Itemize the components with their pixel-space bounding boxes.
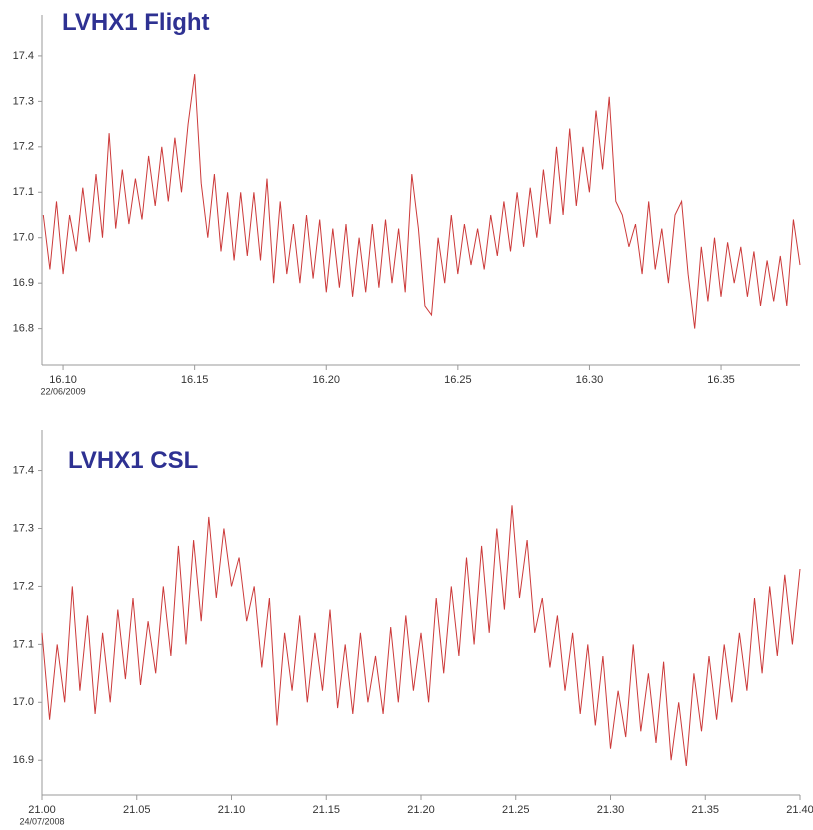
x-tick-label: 21.30 [597, 804, 625, 816]
data-line [41, 505, 801, 767]
x-tick-label: 21.10 [218, 804, 246, 816]
x-tick-label: 21.35 [691, 804, 719, 816]
y-tick-label: 16.8 [13, 323, 34, 335]
y-tick-label: 17.1 [13, 638, 34, 650]
x-tick-label: 16.10 [49, 374, 77, 386]
date-label: 22/06/2009 [41, 386, 86, 396]
y-tick-label: 17.0 [13, 232, 34, 244]
x-tick-label: 16.35 [707, 374, 735, 386]
chart-title: LVHX1 CSL [68, 447, 198, 474]
y-tick-label: 17.2 [13, 141, 34, 153]
x-tick-label: 21.00 [28, 804, 56, 816]
x-tick-label: 16.20 [312, 374, 340, 386]
y-tick-label: 16.9 [13, 277, 34, 289]
x-tick-label: 21.20 [407, 804, 435, 816]
x-tick-label: 16.30 [576, 374, 604, 386]
y-tick-label: 17.4 [13, 50, 34, 62]
date-label: 24/07/2008 [19, 816, 64, 826]
y-tick-label: 17.3 [13, 95, 34, 107]
y-tick-label: 17.3 [13, 522, 34, 534]
y-tick-label: 17.0 [13, 696, 34, 708]
x-tick-label: 16.25 [444, 374, 472, 386]
y-tick-label: 17.2 [13, 580, 34, 592]
x-tick-label: 21.40 [786, 804, 813, 816]
data-line [42, 74, 801, 329]
y-tick-label: 17.4 [13, 464, 34, 476]
y-tick-label: 17.1 [13, 186, 34, 198]
y-tick-label: 16.9 [13, 754, 34, 766]
x-tick-label: 21.15 [312, 804, 340, 816]
x-tick-label: 16.15 [181, 374, 209, 386]
x-tick-label: 21.05 [123, 804, 151, 816]
x-tick-label: 21.25 [502, 804, 530, 816]
chart-title: LVHX1 Flight [62, 9, 210, 36]
